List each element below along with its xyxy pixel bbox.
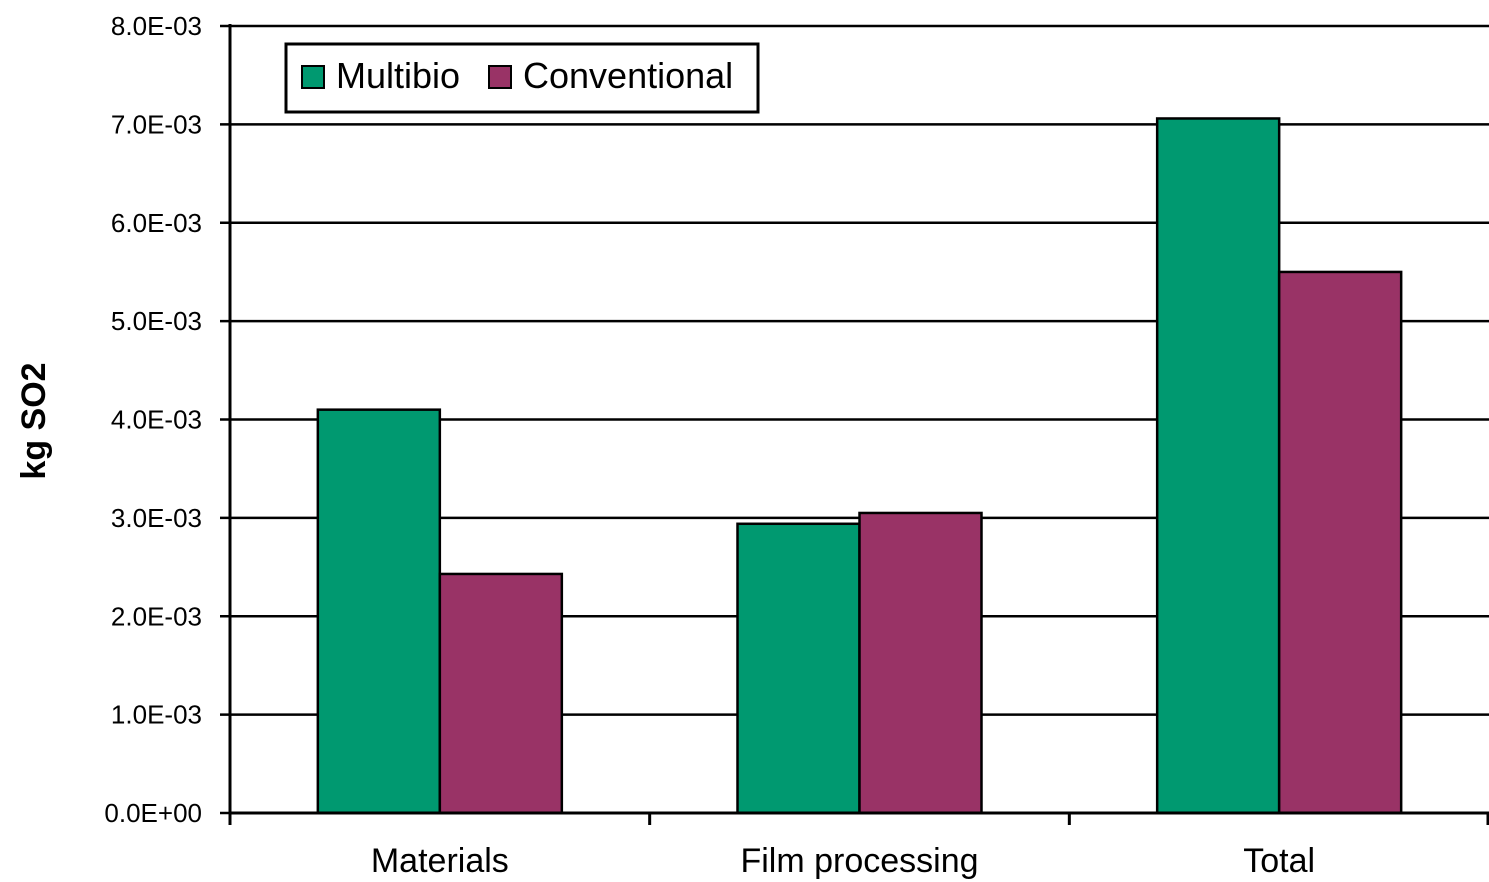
y-tick-label: 8.0E-03 [111,11,202,41]
bar-multibio-materials [316,408,442,815]
bar-multibio-total [1155,117,1281,815]
legend: Multibio Conventional [284,42,760,114]
y-tick-label: 3.0E-03 [111,503,202,533]
legend-label-conventional: Conventional [523,55,733,96]
x-category-label: Materials [371,842,509,880]
bar-conventional-film-processing [858,511,983,815]
y-tick-label: 6.0E-03 [111,208,202,238]
y-tick-label: 7.0E-03 [111,109,202,139]
bar-conventional-total [1277,270,1403,815]
x-category-label: Total [1243,842,1315,880]
y-tick-label: 2.0E-03 [111,601,202,631]
y-tick-label: 4.0E-03 [111,405,202,435]
axes [220,24,1489,825]
legend-box [284,42,760,114]
y-axis-title: kg SO2 [15,362,53,479]
bar-multibio-film-processing [736,522,861,815]
legend-swatch-multibio [301,65,325,89]
y-tick-label: 5.0E-03 [111,306,202,336]
x-category-label: Film processing [740,842,978,880]
x-category-labels: Materials Film processing Total [371,842,1315,880]
y-tick-label: 1.0E-03 [111,700,202,730]
y-tick-labels: 0.0E+00 1.0E-03 2.0E-03 3.0E-03 4.0E-03 5.0E-… [104,11,202,828]
y-tick-label: 0.0E+00 [104,798,202,828]
legend-label-multibio: Multibio [336,55,460,96]
bar-conventional-materials [438,572,564,815]
legend-swatch-conventional [488,65,512,89]
bars [316,117,1403,815]
